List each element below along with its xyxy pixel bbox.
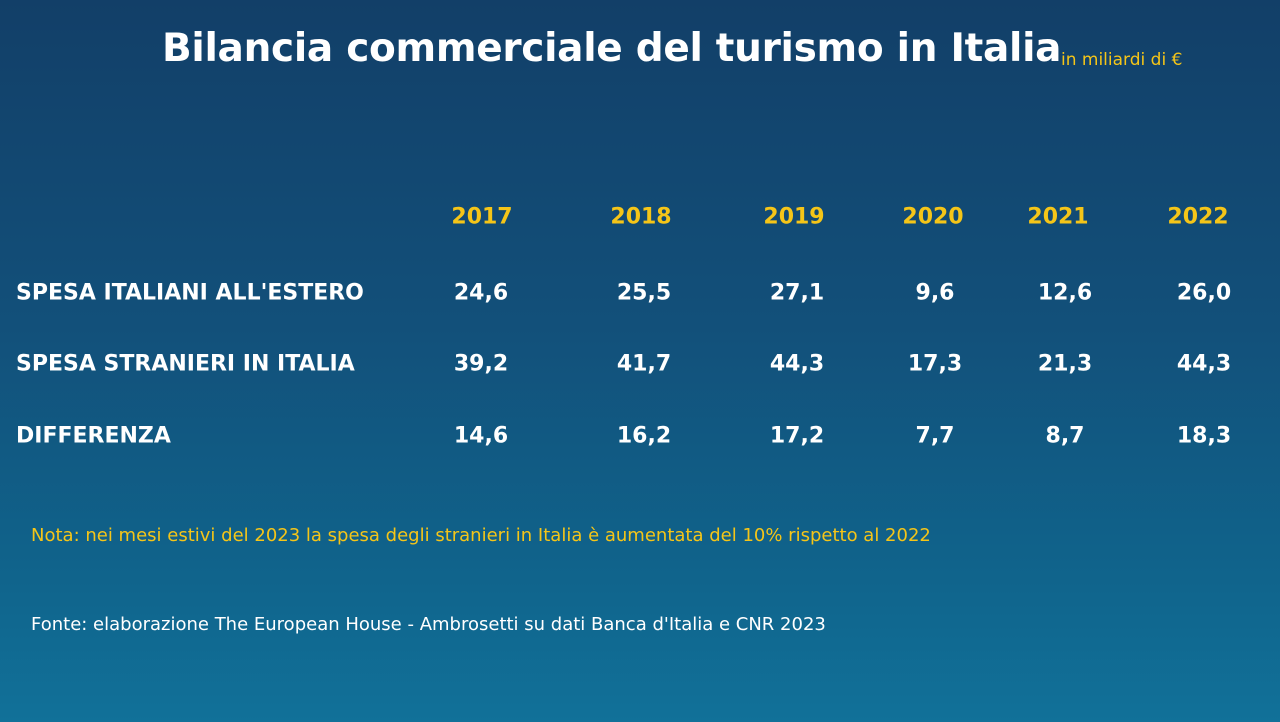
table-cell-value: 17,2: [769, 423, 825, 449]
table-cell-value: 44,3: [769, 351, 825, 377]
table-cell-value: 27,1: [769, 280, 825, 306]
table-cell-value: 8,7: [1045, 423, 1085, 449]
page-title: Bilancia commerciale del turismo in Ital…: [162, 26, 1062, 71]
column-header-2018: 2018: [610, 204, 672, 230]
row-label: SPESA ITALIANI ALL'ESTERO: [16, 280, 364, 306]
row-label: DIFFERENZA: [16, 423, 171, 449]
column-header-2020: 2020: [902, 204, 964, 230]
table-cell-value: 26,0: [1176, 280, 1232, 306]
column-header-2019: 2019: [763, 204, 825, 230]
table-cell-value: 44,3: [1176, 351, 1232, 377]
source-text: Fonte: elaborazione The European House -…: [31, 614, 826, 635]
table-cell-value: 12,6: [1037, 280, 1093, 306]
table-cell-value: 21,3: [1037, 351, 1093, 377]
table-cell-value: 14,6: [453, 423, 509, 449]
footnote: Nota: nei mesi estivi del 2023 la spesa …: [31, 525, 931, 546]
column-header-2021: 2021: [1027, 204, 1089, 230]
table-cell-value: 7,7: [915, 423, 955, 449]
table-cell-value: 9,6: [915, 280, 955, 306]
table-cell-value: 39,2: [453, 351, 509, 377]
table-cell-value: 18,3: [1176, 423, 1232, 449]
table-cell-value: 24,6: [453, 280, 509, 306]
table-cell-value: 17,3: [907, 351, 963, 377]
unit-label: in miliardi di €: [1061, 50, 1183, 70]
row-label: SPESA STRANIERI IN ITALIA: [16, 351, 355, 377]
table-cell-value: 41,7: [616, 351, 672, 377]
column-header-2017: 2017: [451, 204, 513, 230]
column-header-2022: 2022: [1167, 204, 1229, 230]
table-cell-value: 25,5: [616, 280, 672, 306]
table-cell-value: 16,2: [616, 423, 672, 449]
